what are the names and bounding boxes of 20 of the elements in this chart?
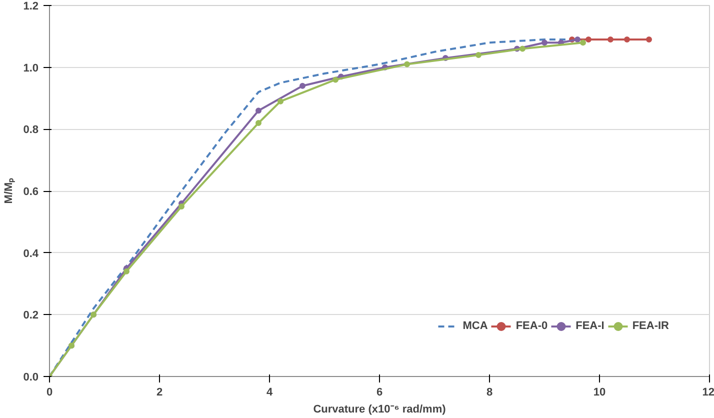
y-tick-label: 0.8 xyxy=(23,124,39,136)
x-tick-label: 10 xyxy=(593,386,606,398)
x-tick-label: 12 xyxy=(702,386,714,398)
legend-label: FEA-IR xyxy=(632,320,669,332)
x-axis-title: Curvature (x10⁻⁶ rad/mm) xyxy=(313,404,446,416)
x-tick-label: 6 xyxy=(376,386,383,398)
legend-label: FEA-0 xyxy=(516,320,548,332)
y-tick-label: 0.2 xyxy=(23,310,39,322)
legend-label: FEA-I xyxy=(576,320,604,332)
x-tick-label: 2 xyxy=(156,386,163,398)
y-tick-label: 0.4 xyxy=(23,248,40,260)
y-tick-label: 1.2 xyxy=(23,0,39,12)
y-tick-label: 0.6 xyxy=(23,186,39,198)
x-tick-label: 8 xyxy=(486,386,493,398)
y-tick-label: 0.0 xyxy=(23,372,39,384)
y-tick-label: 1.0 xyxy=(23,62,39,74)
x-tick-label: 4 xyxy=(266,386,274,398)
y-axis-title: M/Mₚ xyxy=(3,177,16,204)
legend-label: MCA xyxy=(462,320,488,332)
x-tick-label: 0 xyxy=(46,386,53,398)
